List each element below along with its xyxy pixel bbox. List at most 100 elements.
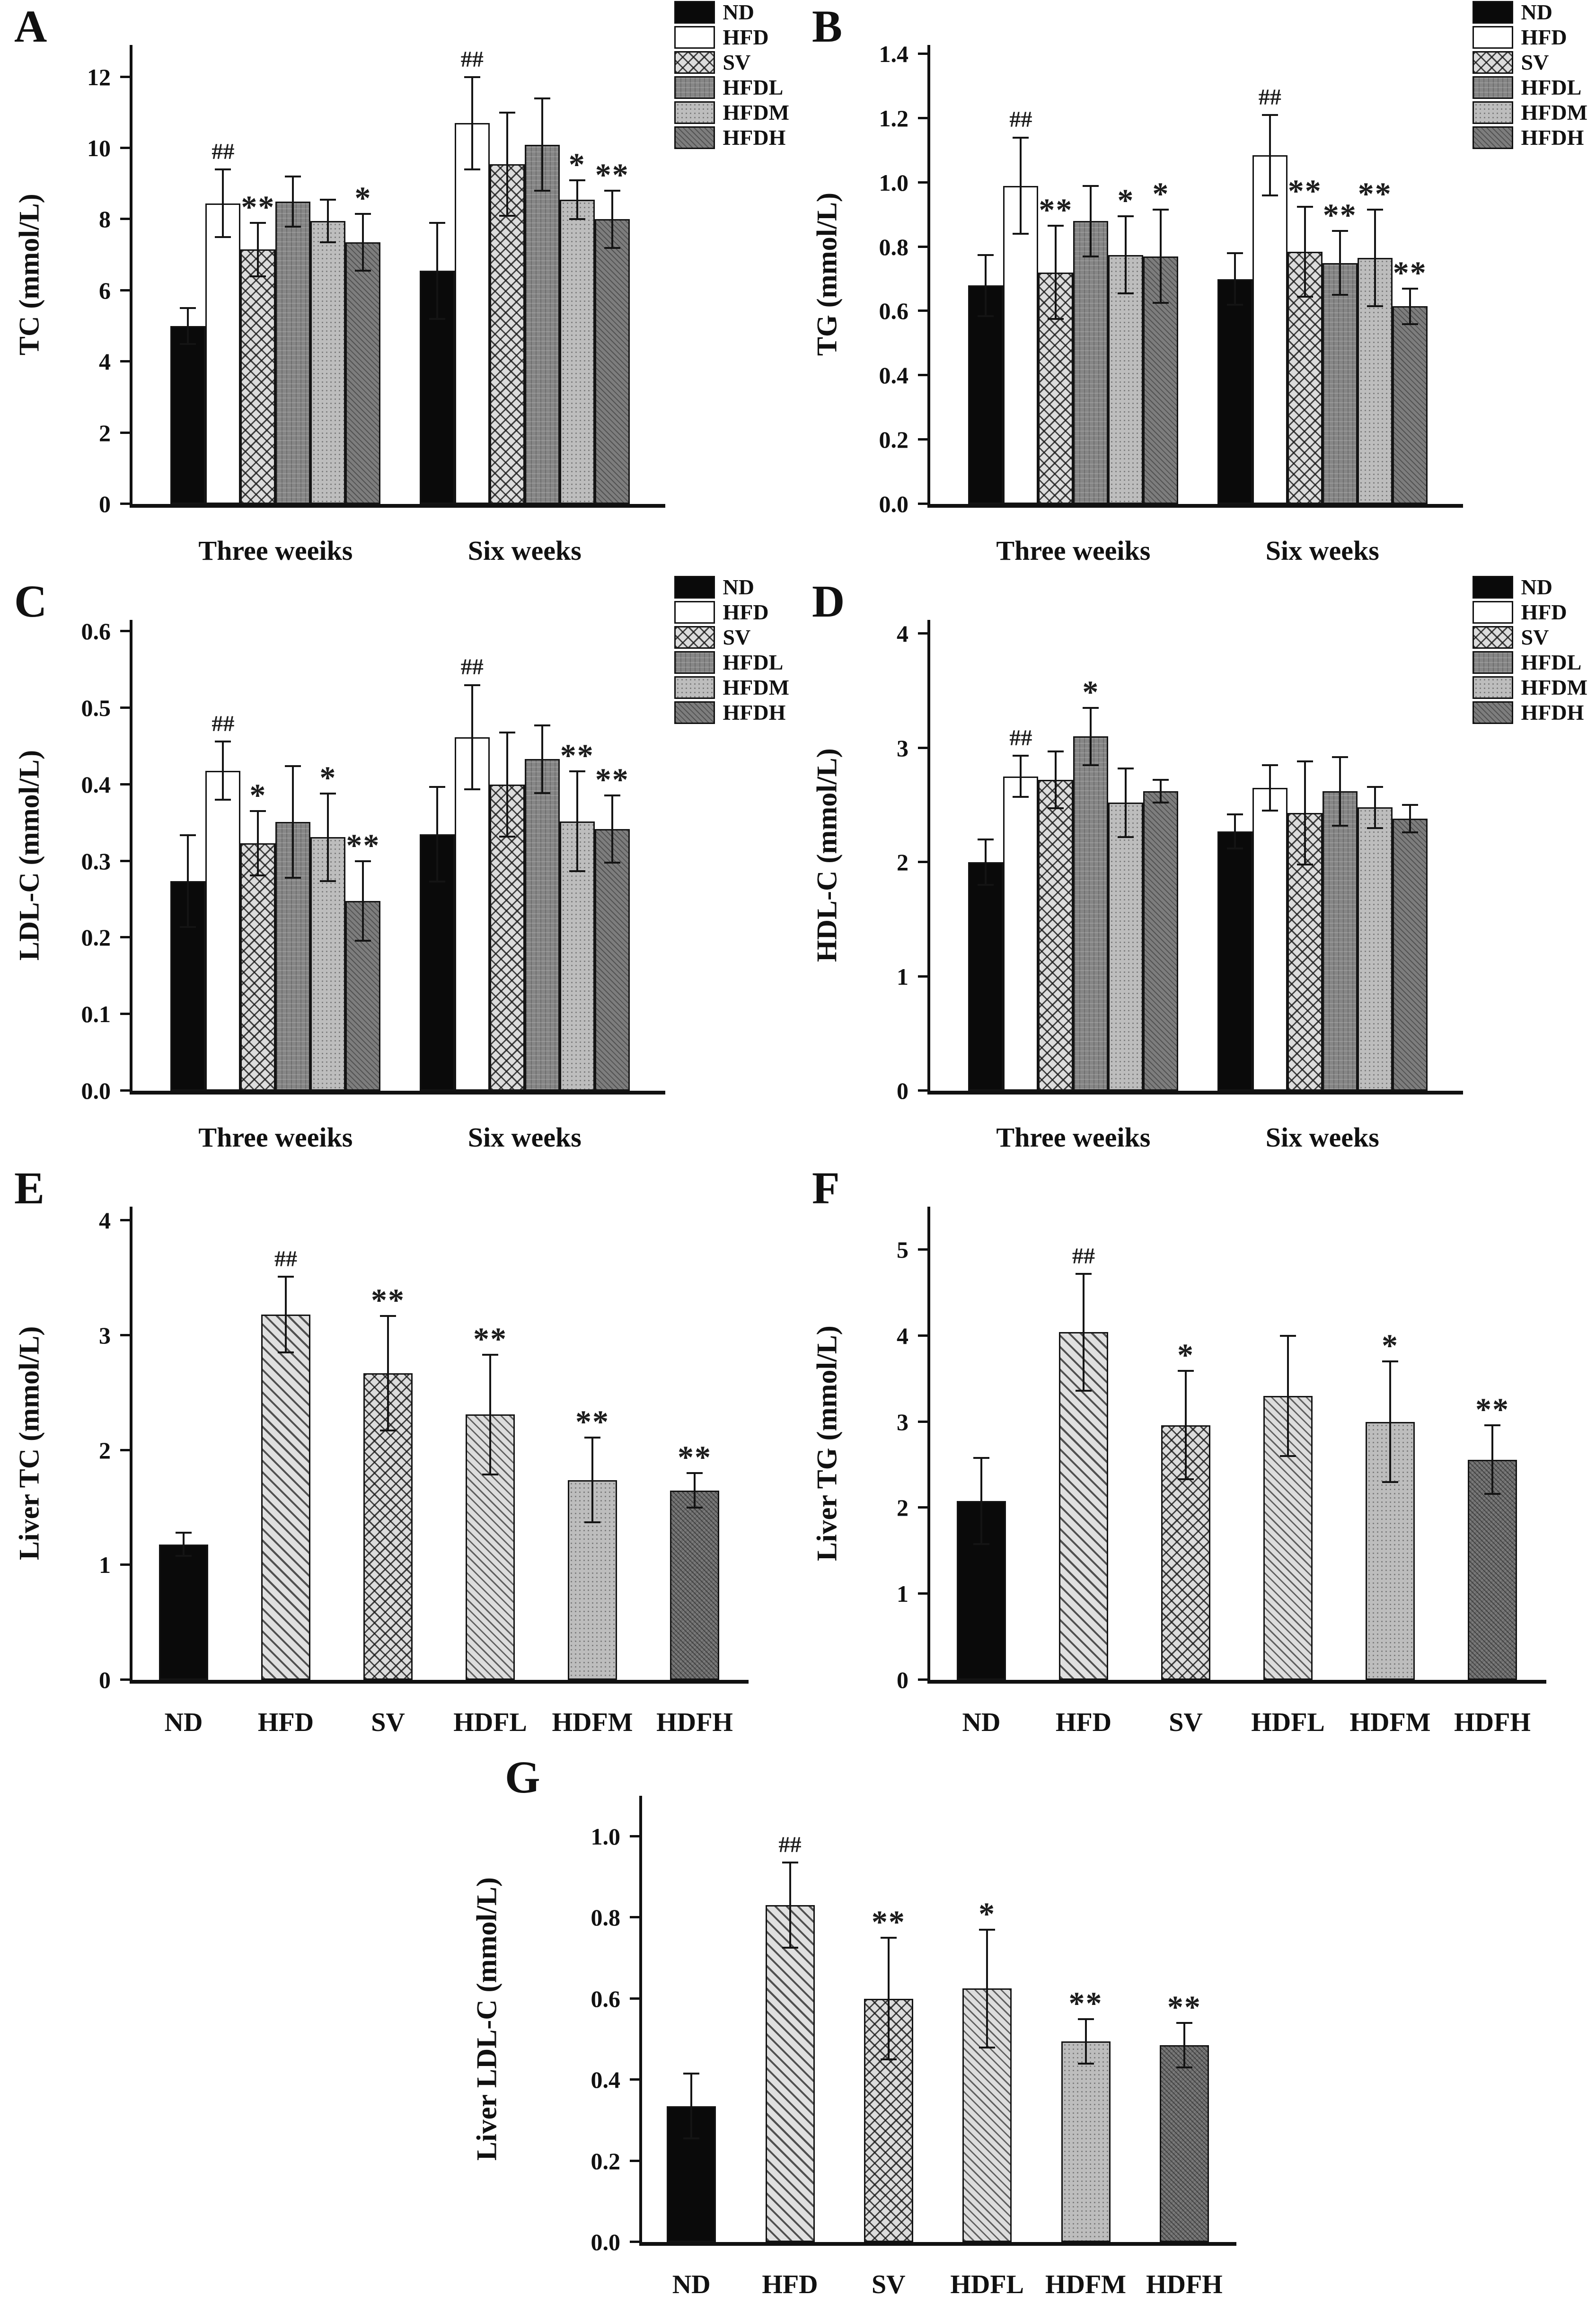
error-bar — [222, 169, 224, 238]
legend-item: SV — [674, 51, 789, 74]
significance-annotation: * — [249, 777, 267, 813]
error-cap — [1331, 756, 1348, 758]
y-axis-title: Liver TC (mmol/L) — [13, 1326, 45, 1561]
bar-SV — [1287, 813, 1323, 1091]
error-cap — [534, 97, 550, 99]
x-axis-line — [130, 504, 665, 508]
group-label: Six weeks — [467, 1122, 582, 1153]
y-tick-label: 4 — [99, 348, 111, 375]
bar-HFDH — [594, 829, 630, 1091]
error-cap — [1178, 1370, 1194, 1372]
legend-item: HFDL — [674, 76, 789, 99]
group-label: Six weeks — [1265, 535, 1379, 566]
bar-group-HFDL — [524, 620, 560, 1091]
plot-area: 0 1 2 3 4 ## * Three weeiks Six weeks — [897, 620, 1463, 1153]
legend-label: SV — [1521, 625, 1549, 649]
legend-swatch-sv — [674, 626, 715, 649]
y-tick-mark — [918, 374, 927, 377]
bar-ND — [159, 1544, 208, 1680]
error-cap — [429, 221, 445, 224]
error-cap — [1331, 230, 1348, 232]
plot-area: 0.0 0.1 0.2 0.3 0.4 0.5 0.6 ## * * ** Three weeiks #… — [81, 618, 665, 1153]
y-tick-mark — [120, 706, 130, 709]
bar-ND — [170, 326, 206, 504]
error-bar — [1234, 814, 1236, 849]
error-cap — [429, 318, 445, 320]
category-label: ND — [672, 2270, 711, 2299]
error-bar — [471, 685, 473, 789]
bar-ND — [1217, 831, 1252, 1091]
y-tick-label: 2 — [897, 849, 908, 875]
y-tick-mark — [120, 1333, 130, 1336]
error-cap — [1048, 225, 1064, 227]
y-tick-label: 12 — [87, 63, 111, 90]
bar-group-ND — [957, 1207, 1006, 1680]
legend-item: HFD — [1473, 601, 1587, 624]
error-cap — [250, 810, 266, 812]
y-tick-mark — [120, 218, 130, 221]
legend-item: HFDM — [1473, 101, 1587, 124]
y-tick-mark — [918, 503, 927, 505]
error-cap — [380, 1430, 396, 1432]
y-tick-label: 0 — [897, 1077, 908, 1104]
legend-swatch-hfdh — [674, 126, 715, 149]
significance-annotation: ## — [274, 1246, 297, 1271]
error-bar — [183, 1533, 185, 1556]
error-cap — [215, 741, 231, 743]
error-cap — [215, 236, 231, 238]
y-tick-label: 0.0 — [81, 1077, 111, 1104]
error-cap — [1176, 2066, 1192, 2069]
y-tick-label: 0.2 — [879, 426, 909, 453]
legend-swatch-sv — [1473, 626, 1514, 649]
bar-group-SV: ** — [1287, 45, 1323, 504]
error-cap — [1226, 848, 1243, 850]
y-axis-title: HDL-C (mmol/L) — [811, 748, 843, 962]
error-bar — [436, 222, 438, 319]
error-bar — [506, 732, 508, 837]
bar-group-HFDL: * — [1073, 620, 1109, 1091]
error-bar — [1269, 115, 1271, 195]
category-label: HDFH — [1454, 1708, 1531, 1737]
panel-E: E Liver TC (mmol/L) 0 1 2 3 4 ND ## HFD ** SV ** HD… — [0, 1162, 798, 1751]
bar-group-HFDM — [1357, 620, 1393, 1091]
error-cap — [320, 241, 336, 244]
error-bar — [292, 177, 294, 227]
bar-group-HDFL — [1263, 1207, 1313, 1680]
bar-HFDL — [275, 201, 311, 504]
bar-HFDH — [1392, 819, 1428, 1091]
error-cap — [499, 111, 515, 114]
legend-swatch-hfd — [674, 601, 715, 624]
error-cap — [1382, 1481, 1398, 1483]
y-tick-mark — [120, 936, 130, 939]
significance-annotation: * — [1152, 176, 1170, 212]
error-bar — [591, 1437, 593, 1523]
y-tick-label: 0 — [897, 1667, 908, 1693]
legend-label: HFD — [1521, 600, 1567, 624]
bar-group-ND — [1217, 620, 1252, 1091]
error-bar — [327, 794, 329, 881]
error-cap — [1296, 205, 1313, 208]
y-tick-mark — [120, 1013, 130, 1015]
error-cap — [215, 168, 231, 171]
y-axis-line — [927, 620, 930, 1091]
error-bar — [1090, 185, 1092, 256]
error-bar — [1183, 2023, 1185, 2068]
legend-label: HFDL — [723, 650, 784, 674]
error-cap — [1048, 807, 1064, 810]
y-tick-label: 0.4 — [879, 362, 909, 389]
bar-group-HFDM — [1108, 620, 1144, 1091]
bar-HDFH — [670, 1490, 719, 1680]
legend-swatch-sv — [1473, 51, 1514, 74]
error-bar — [1090, 707, 1092, 765]
legend-label: ND — [1521, 575, 1552, 599]
y-tick-label: 4 — [897, 1322, 908, 1349]
error-cap — [1226, 252, 1243, 255]
y-tick-label: 8 — [99, 206, 111, 233]
bar-group-SV: ** — [363, 1207, 413, 1680]
panel-letter: F — [812, 1163, 840, 1213]
error-cap — [1083, 706, 1099, 709]
significance-annotation: ## — [212, 711, 235, 737]
y-tick-label: 0.6 — [81, 618, 111, 645]
y-tick-mark — [918, 1248, 927, 1251]
error-cap — [978, 315, 994, 317]
